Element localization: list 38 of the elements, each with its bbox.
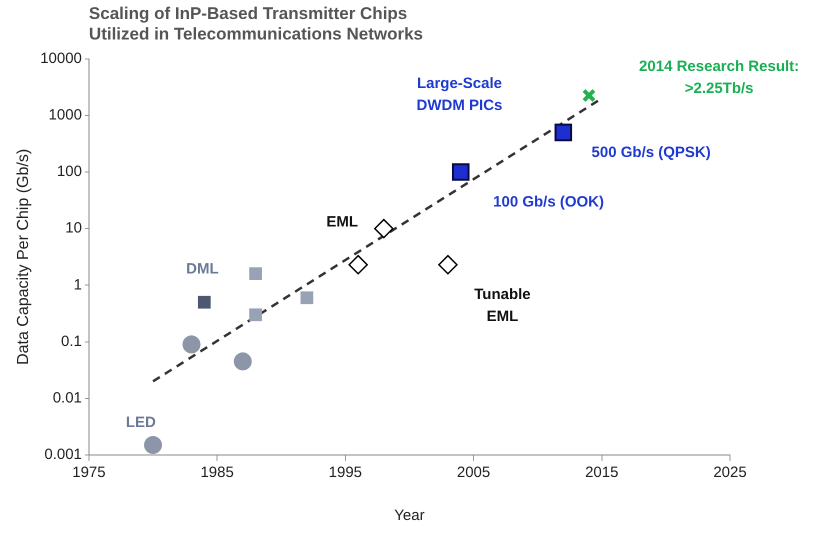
point xyxy=(300,291,314,304)
annotation: 500 Gb/s (QPSK) xyxy=(592,144,711,162)
x-tick-label: 2005 xyxy=(456,464,490,482)
point xyxy=(438,254,458,274)
y-tick-label: 1 xyxy=(74,276,82,294)
y-tick-label: 0.001 xyxy=(44,446,82,464)
x-tick-label: 2025 xyxy=(713,464,747,482)
point xyxy=(554,124,572,142)
point xyxy=(348,254,368,274)
point xyxy=(249,308,262,322)
point xyxy=(182,335,200,354)
y-tick-label: 10 xyxy=(65,220,82,237)
y-tick-label: 0.1 xyxy=(61,332,82,350)
y-tick-label: 100 xyxy=(56,163,82,180)
point xyxy=(582,88,596,102)
y-tick-label: 1000 xyxy=(48,106,82,124)
x-tick-label: 1995 xyxy=(328,464,362,482)
annotation: Tunable EML xyxy=(474,286,531,325)
point xyxy=(198,296,211,309)
annotation: 2014 Research Result: >2.25Tb/s xyxy=(639,58,800,97)
y-axis-title: Data Capacity Per Chip (Gb/s) xyxy=(15,148,32,365)
annotation: DML xyxy=(186,260,219,278)
y-tick-label: 10000 xyxy=(40,50,82,67)
point xyxy=(234,352,252,370)
x-tick-label: 1975 xyxy=(72,464,106,482)
y-tick-label: 0.01 xyxy=(52,390,82,407)
point xyxy=(249,267,262,280)
x-axis-title: Year xyxy=(394,507,425,524)
point xyxy=(452,163,470,181)
annotation: EML xyxy=(326,214,358,231)
point xyxy=(374,218,394,238)
annotation: Large-Scale DWDM PICs xyxy=(416,74,502,114)
x-tick-label: 2015 xyxy=(585,464,618,482)
chart-title: Scaling of InP-Based Transmitter Chips Utilized in Telecommunications Networks xyxy=(88,4,424,44)
point xyxy=(144,436,162,454)
annotation: 100 Gb/s (OOK) xyxy=(493,193,604,210)
x-tick-label: 1985 xyxy=(200,464,234,482)
annotation: LED xyxy=(126,414,156,432)
